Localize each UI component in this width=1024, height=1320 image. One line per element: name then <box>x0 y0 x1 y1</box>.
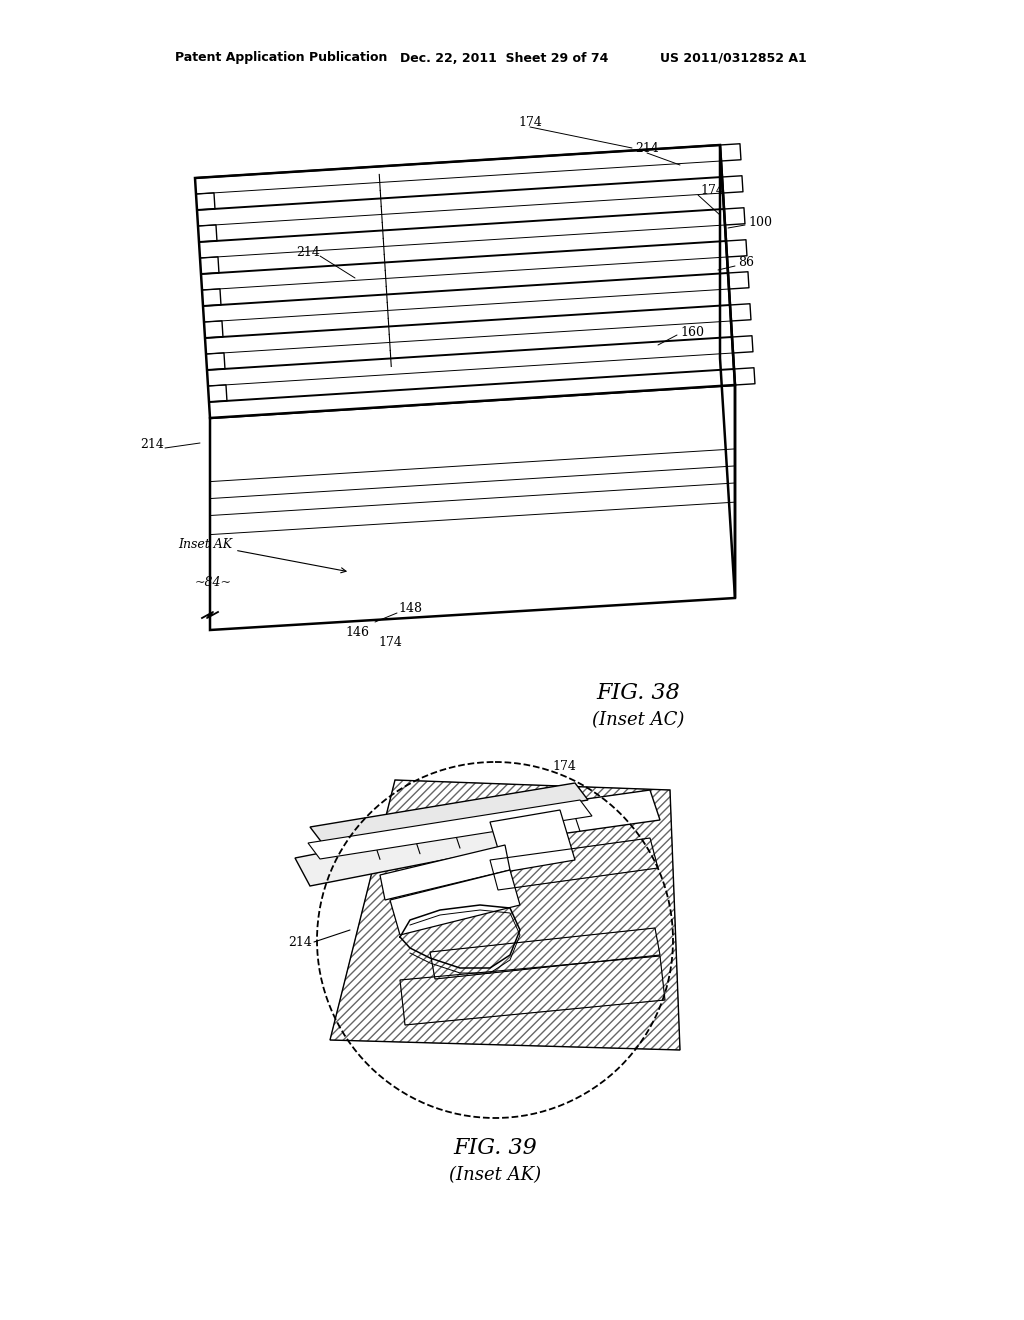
Text: ~84~: ~84~ <box>195 576 232 589</box>
Text: 100: 100 <box>748 215 772 228</box>
Polygon shape <box>490 838 658 890</box>
Text: US 2011/0312852 A1: US 2011/0312852 A1 <box>660 51 807 65</box>
Text: 174: 174 <box>700 183 724 197</box>
Polygon shape <box>400 956 665 1026</box>
Polygon shape <box>310 783 588 843</box>
Text: 100: 100 <box>563 970 599 990</box>
Polygon shape <box>308 800 592 859</box>
Text: (Inset AK): (Inset AK) <box>449 1166 541 1184</box>
Polygon shape <box>430 928 660 979</box>
Text: 146: 146 <box>345 626 369 639</box>
Text: Patent Application Publication: Patent Application Publication <box>175 51 387 65</box>
Polygon shape <box>210 385 735 630</box>
Text: 174: 174 <box>552 760 575 789</box>
Text: (Inset AC): (Inset AC) <box>592 711 684 729</box>
Text: 214: 214 <box>140 438 164 451</box>
Text: 148: 148 <box>398 602 422 615</box>
Text: 146: 146 <box>615 931 649 948</box>
Polygon shape <box>195 145 735 418</box>
Polygon shape <box>390 870 520 935</box>
Circle shape <box>315 760 675 1119</box>
Text: 214: 214 <box>296 246 319 259</box>
Text: 86: 86 <box>629 847 656 866</box>
Polygon shape <box>720 145 735 598</box>
Text: 214: 214 <box>288 936 312 949</box>
Polygon shape <box>330 789 660 865</box>
Text: 174: 174 <box>518 116 542 128</box>
Text: FIG. 39: FIG. 39 <box>454 1137 537 1159</box>
Text: Dec. 22, 2011  Sheet 29 of 74: Dec. 22, 2011 Sheet 29 of 74 <box>400 51 608 65</box>
Text: Inset AK: Inset AK <box>178 539 346 573</box>
Text: 174: 174 <box>378 636 401 649</box>
Text: 148: 148 <box>568 814 659 847</box>
Polygon shape <box>380 845 510 900</box>
Text: 214: 214 <box>635 141 658 154</box>
Polygon shape <box>295 810 555 886</box>
Text: FIG. 38: FIG. 38 <box>596 682 680 704</box>
Polygon shape <box>720 145 735 598</box>
Text: 86: 86 <box>738 256 754 269</box>
Polygon shape <box>330 780 680 1049</box>
Polygon shape <box>490 810 575 873</box>
Text: 160: 160 <box>680 326 705 338</box>
